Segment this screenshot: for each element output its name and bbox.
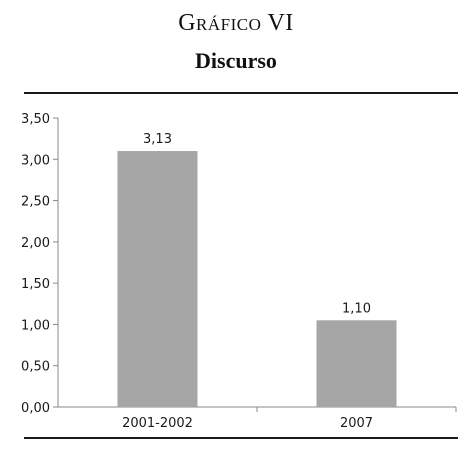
bottom-rule [24, 437, 458, 439]
bar-2001-2002 [117, 151, 198, 407]
y-tick-label: 2,00 [21, 236, 50, 251]
x-tick-label: 2007 [340, 416, 373, 431]
data-label: 1,10 [342, 301, 371, 316]
y-tick-label: 0,00 [21, 401, 50, 416]
y-tick-label: 0,50 [21, 360, 50, 375]
y-tick-label: 1,50 [21, 277, 50, 292]
data-label: 3,13 [143, 132, 172, 147]
bar-2007 [316, 320, 397, 407]
y-tick-label: 3,00 [21, 153, 50, 168]
y-tick-label: 3,50 [21, 112, 50, 127]
y-tick-label: 1,00 [21, 318, 50, 333]
top-rule [24, 92, 458, 94]
chart-title: Gráfico VI [178, 10, 294, 36]
x-tick-label: 2001-2002 [122, 416, 193, 431]
y-tick-label: 2,50 [21, 195, 50, 210]
chart-subtitle: Discurso [195, 48, 277, 73]
